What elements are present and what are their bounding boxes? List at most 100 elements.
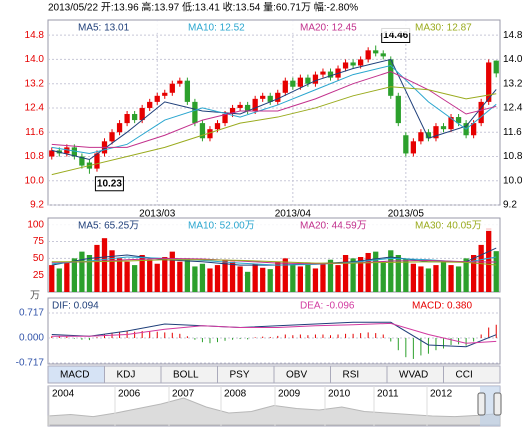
volume-bar [342, 255, 349, 292]
window-handle[interactable] [477, 392, 486, 416]
ma-label: MA30: 12.87 [415, 23, 472, 34]
candle-body [199, 123, 206, 139]
candle-body [244, 104, 251, 111]
volume-bar [116, 258, 123, 292]
x-tick-label: 2013/03 [139, 209, 176, 220]
candle-body [177, 80, 183, 84]
candle-body [342, 62, 349, 69]
tab[interactable] [443, 365, 501, 384]
volume-bar [86, 255, 93, 292]
ma-label: DIF: 0.094 [52, 301, 99, 312]
y-tick-label: 13.2 [25, 78, 45, 89]
candle-body [373, 50, 379, 54]
y-tick-label-right: 10.8 [503, 151, 523, 162]
y-tick-label: 25 [33, 270, 45, 281]
y-tick-label: 10.8 [25, 151, 45, 162]
tab-label[interactable]: BOLL [173, 370, 199, 381]
tab-label[interactable]: OBV [286, 370, 307, 381]
volume-bar [207, 268, 213, 292]
volume-bar [455, 266, 462, 292]
ma-label: MA10: 52.00万 [188, 221, 255, 232]
candle-body [222, 114, 228, 124]
ma-label: MA20: 44.59万 [300, 221, 367, 232]
candle-body [418, 132, 424, 142]
candle-body [214, 123, 221, 130]
volume-bar [470, 255, 477, 292]
volume-bar [357, 257, 364, 292]
candle-body [237, 104, 243, 108]
y-tick-label: 0.717 [19, 308, 44, 319]
volume-bar [71, 258, 78, 292]
candle-body [192, 101, 198, 124]
y-tick-label-right: 12.4 [503, 103, 523, 114]
candle-body [312, 74, 319, 84]
candle-body [71, 147, 78, 157]
y-tick-label: 14.0 [25, 54, 45, 65]
volume-bar [305, 262, 311, 292]
candle-body [94, 153, 100, 169]
candle-body [79, 156, 85, 166]
volume-bar [124, 261, 130, 292]
candle-body [154, 95, 160, 102]
volume-bar [410, 263, 417, 292]
tab-label[interactable]: WVAD [399, 370, 428, 381]
candle-body [116, 123, 123, 133]
candle-body [388, 59, 394, 96]
candle-body [433, 126, 439, 139]
candle-body [229, 107, 236, 115]
y-tick-label: 100 [27, 219, 44, 230]
tab-label[interactable]: RSI [343, 370, 360, 381]
header-info: 2013/05/22 开:13.96 高:13.97 低:13.41 收:13.… [48, 1, 358, 14]
volume-bar [192, 266, 198, 292]
y-tick-label: 11.6 [25, 127, 44, 138]
volume-bar [350, 258, 356, 292]
candle-body [327, 71, 334, 78]
candle-body [448, 117, 454, 130]
year-label: 2010 [328, 389, 351, 400]
window-handle[interactable] [493, 392, 502, 416]
volume-bar [478, 244, 484, 292]
volume-bar [154, 263, 160, 292]
candle-body [455, 117, 462, 124]
volume-bar [365, 252, 371, 292]
candle-body [493, 60, 499, 74]
candle-body [260, 95, 266, 99]
overview-area [47, 397, 501, 426]
year-label: 2011 [377, 389, 399, 400]
volume-bar [49, 265, 55, 292]
volume-bar [463, 258, 469, 292]
candle-body [440, 126, 447, 130]
volume-bar [418, 266, 424, 292]
candle-body [320, 71, 326, 75]
ma-label: DEA: -0.096 [300, 301, 355, 312]
tab-label[interactable]: PSY [230, 370, 250, 381]
annotation-box [94, 176, 124, 192]
panel-frame [47, 19, 501, 206]
candle-body [305, 77, 311, 84]
tab-label[interactable]: KDJ [117, 370, 136, 381]
year-label: 2004 [52, 389, 75, 400]
candle-body [357, 59, 364, 66]
volume-bar [373, 251, 379, 292]
volume-bar [79, 251, 85, 292]
y-tick-label-right: 10.0 [503, 175, 523, 186]
ma-label: MA30: 40.05万 [415, 221, 482, 232]
candle-body [380, 53, 386, 57]
y-tick-label: 12.4 [25, 103, 45, 114]
ma-line [51, 58, 497, 161]
year-label: 2008 [224, 389, 247, 400]
volume-bar [222, 259, 228, 292]
y-tick-label: 50 [33, 253, 45, 264]
volume-bar [486, 228, 492, 292]
volume-bar [214, 265, 221, 292]
annotation: 10.23 [97, 178, 122, 189]
candle-body [425, 132, 432, 139]
ma-label: MACD: 0.380 [412, 301, 472, 312]
candle-body [139, 107, 145, 121]
volume-bar [109, 250, 115, 292]
volume-bar [282, 258, 288, 292]
tab-label[interactable]: MACD [60, 370, 89, 381]
tab-label[interactable]: CCI [456, 370, 473, 381]
ma-label: MA20: 12.45 [300, 23, 357, 34]
